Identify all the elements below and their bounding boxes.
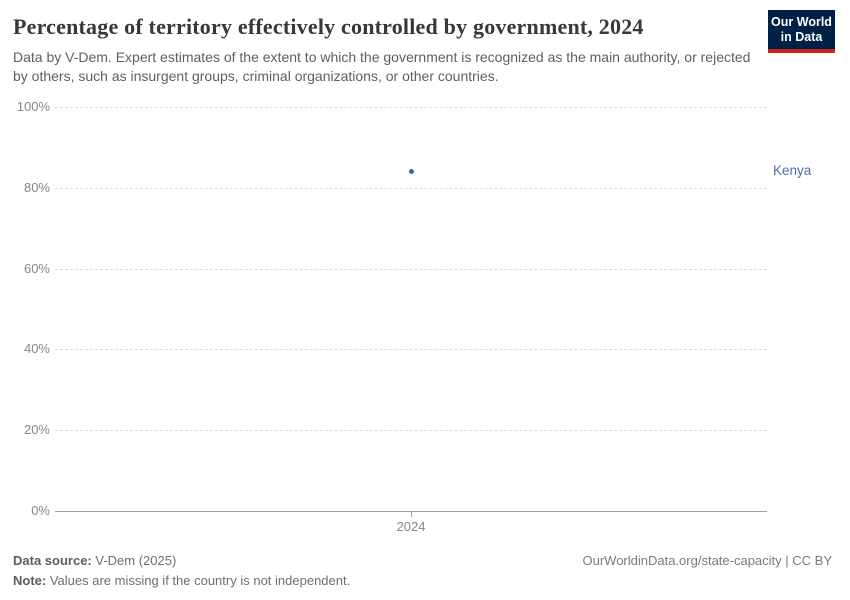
y-gridline <box>55 430 767 432</box>
y-gridline <box>55 268 767 270</box>
y-tick-label: 20% <box>23 422 50 438</box>
note-value: Values are missing if the country is not… <box>46 573 351 588</box>
x-axis-line <box>55 511 767 512</box>
x-tick-label: 2024 <box>396 519 426 534</box>
y-gridline <box>55 349 767 351</box>
x-tick-mark <box>411 512 412 517</box>
series-label-kenya[interactable]: Kenya <box>773 162 812 178</box>
y-tick-label: 40% <box>23 341 50 357</box>
y-tick-label: 60% <box>23 260 50 276</box>
data-source-value: V-Dem (2025) <box>91 553 177 568</box>
owid-logo[interactable]: Our World in Data <box>768 10 835 53</box>
chart-footer: Data source: V-Dem (2025) OurWorldinData… <box>13 548 832 588</box>
chart-subtitle: Data by V-Dem. Expert estimates of the e… <box>13 49 751 84</box>
note-text: Note: Values are missing if the country … <box>13 573 350 588</box>
y-tick-label: 80% <box>23 179 50 195</box>
license-link[interactable]: OurWorldinData.org/state-capacity | CC B… <box>582 553 832 568</box>
y-gridline <box>55 187 767 189</box>
y-tick-label: 0% <box>31 503 50 518</box>
y-tick-label: 100% <box>16 99 50 114</box>
y-gridline <box>55 107 767 108</box>
data-source-text: Data source: V-Dem (2025) <box>13 553 176 568</box>
footer-source-row: Data source: V-Dem (2025) OurWorldinData… <box>13 553 832 568</box>
data-source-label: Data source: <box>13 553 92 568</box>
chart-header: Percentage of territory effectively cont… <box>13 10 837 85</box>
note-label: Note: <box>13 573 47 588</box>
logo-line-2: in Data <box>780 29 823 44</box>
logo-line-1: Our World <box>771 15 832 30</box>
footer-note-row: Note: Values are missing if the country … <box>13 573 832 588</box>
data-point-kenya[interactable] <box>408 169 414 175</box>
page-title: Percentage of territory effectively cont… <box>13 14 644 39</box>
